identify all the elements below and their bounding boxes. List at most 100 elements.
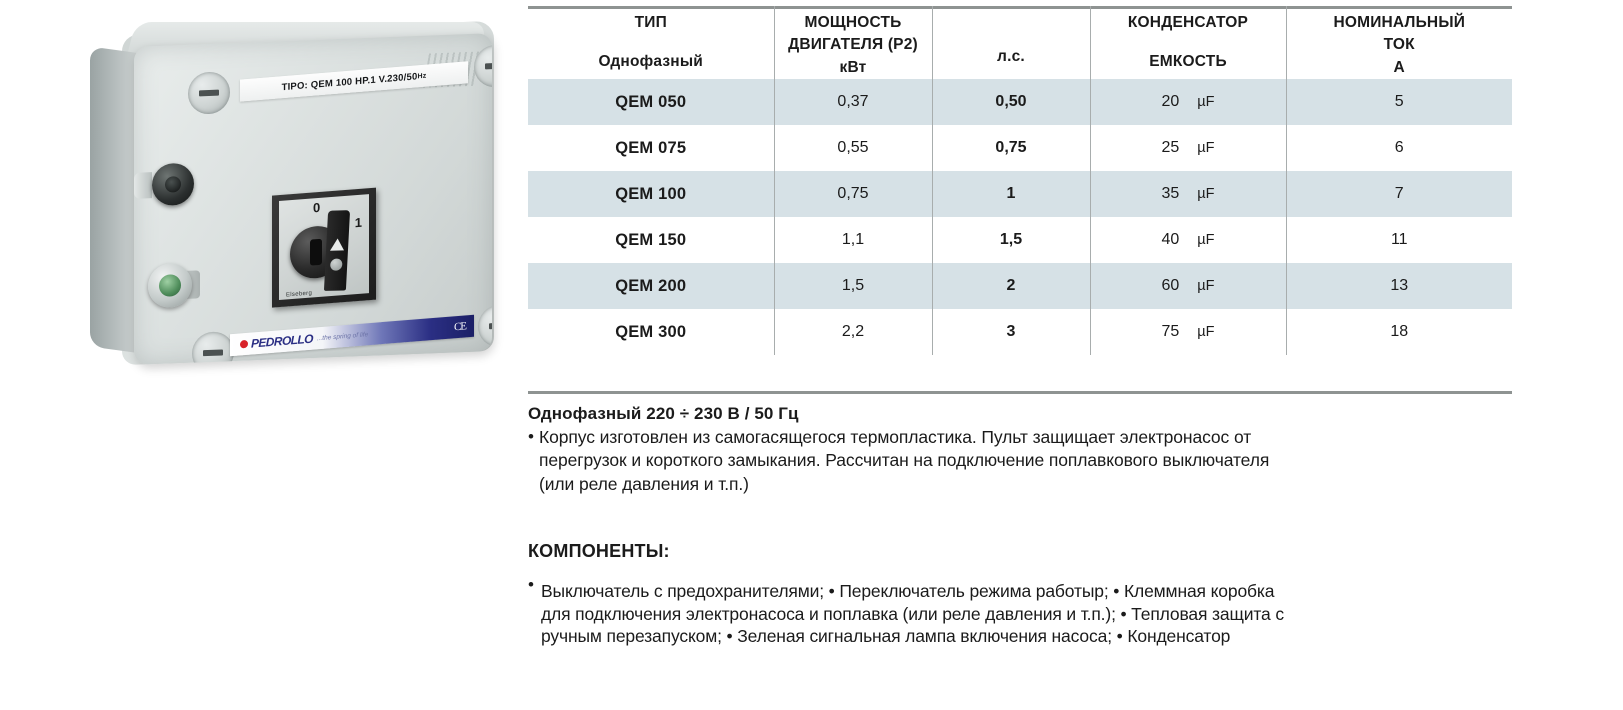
cell-capacitance-unit: µF [1197,324,1215,341]
table-row: QEM 100 0,75 1 35 µF 7 [528,171,1512,218]
cell-current: 6 [1285,125,1512,172]
cell-model: QEM 150 [615,230,687,249]
table-header: ТИП Однофазный МОЩНОСТЬ ДВИГАТЕЛЯ (P2) к… [528,6,1512,80]
cell-power-hp: 0,50 [931,79,1090,126]
pedrollo-logo-icon [240,339,248,349]
cell-capacitance-value: 40 [1161,231,1180,249]
cell-current: 7 [1285,171,1512,218]
table-row: QEM 150 1,1 1,5 40 µF 11 [528,217,1512,264]
cell-power-kw: 1,1 [773,217,932,264]
components-line-2: для подключения электронасоса и поплавка… [541,603,1284,624]
cell-capacitance-unit: µF [1197,140,1215,157]
product-image: TIPO: QEM 100 HP.1 V.230/50 Hz 0 1 Elseb… [0,0,520,400]
cell-power-hp: 1 [931,171,1090,218]
cell-power-kw: 0,55 [773,125,932,172]
cell-model: QEM 300 [615,322,687,341]
type-rating-unit: Hz [417,72,427,80]
components-bullet-icon: • [528,575,534,594]
reset-push-button[interactable] [152,162,194,207]
cell-model: QEM 075 [615,138,687,157]
column-header-type: ТИП Однофазный [528,6,774,79]
column-header-type-sub: Однофазный [598,53,704,71]
table-bottom-rule [528,391,1512,394]
brand-name: PEDROLLO [251,331,313,351]
specification-panel: ТИП Однофазный МОЩНОСТЬ ДВИГАТЕЛЯ (P2) к… [520,0,1623,710]
column-header-power-kw: МОЩНОСТЬ ДВИГАТЕЛЯ (P2) кВт [773,6,932,80]
cell-capacitance-unit: µF [1197,94,1215,111]
notes-body: • Корпус изготовлен из самогасящегося те… [528,426,1538,496]
column-header-unit-kw: кВт [839,58,867,76]
cell-capacitance-unit: µF [1197,278,1215,295]
switch-lever-handle[interactable] [323,210,351,291]
brand-tagline: ...the spring of life [316,330,369,342]
cell-power-hp: 2 [931,263,1090,310]
cell-current: 5 [1285,79,1512,126]
components-line-1: Выключатель с предохранителями; • Перекл… [541,581,1275,601]
column-header-current-line2: ТОК [1383,36,1415,54]
cell-current: 13 [1285,263,1512,310]
column-header-power-hp: л.с. [931,6,1090,80]
type-rating-label: TIPO: QEM 100 HP.1 V.230/50 Hz [240,61,468,102]
ce-mark-icon: CE [453,320,466,334]
cell-capacitance-value: 75 [1161,323,1180,341]
cell-power-kw: 0,37 [773,79,932,126]
cell-capacitance: 40 µF [1089,217,1286,264]
column-header-capacitor-main: КОНДЕНСАТОР [1127,14,1249,31]
components-line-3: ручным перезапуском; • Зеленая сигнальна… [541,626,1231,647]
notes-line-2: перегрузок и короткого замыкания. Рассчи… [539,450,1270,471]
specifications-table: ТИП Однофазный МОЩНОСТЬ ДВИГАТЕЛЯ (P2) к… [528,6,1512,356]
type-rating-text: TIPO: QEM 100 HP.1 V.230/50 [281,70,418,93]
cell-power-kw: 1,5 [773,263,932,310]
cell-power-hp: 3 [931,309,1090,356]
cell-capacitance-value: 25 [1161,139,1180,157]
notes-title: Однофазный 220 ÷ 230 В / 50 Гц [528,404,799,423]
column-header-current-unit: A [1393,58,1405,76]
cell-capacitance-value: 20 [1161,93,1180,111]
table-body: QEM 050 0,37 0,50 20 µF 5 QEM 075 0,55 0,75 25 µF 6… [528,79,1512,356]
rotary-selector-switch[interactable]: 0 1 Elseberg [272,187,376,308]
control-panel-enclosure: TIPO: QEM 100 HP.1 V.230/50 Hz 0 1 Elseb… [88,20,508,370]
column-header-type-main: ТИП [634,14,667,31]
brand-strip: PEDROLLO ...the spring of life CE [230,314,474,357]
cell-power-hp: 0,75 [931,125,1090,172]
cell-model: QEM 100 [528,171,774,218]
cover-screw-bottom-left [192,331,234,365]
cell-capacitance: 20 µF [1089,79,1286,126]
table-row: QEM 050 0,37 0,50 20 µF 5 [528,79,1512,126]
cell-power-kw: 2,2 [773,309,932,356]
green-indicator-lamp [148,262,192,309]
cell-capacitance: 35 µF [1089,171,1286,218]
notes-line-3: (или реле давления и т.п.) [539,473,749,494]
cell-capacitance-value: 60 [1161,277,1180,295]
cell-capacitance-unit: µF [1197,232,1215,249]
column-header-capacitor: КОНДЕНСАТОР ЕМКОСТЬ [1089,6,1286,80]
cell-current: 11 [1285,217,1512,264]
cell-capacitance-unit: µF [1197,186,1215,203]
notes-bullet-icon: • [528,427,534,446]
notes-line-1: Корпус изготовлен из самогасящегося терм… [539,427,1252,447]
cell-power-hp: 1,5 [931,217,1090,264]
cell-current: 18 [1285,309,1512,356]
cell-capacitance: 25 µF [1089,125,1286,172]
switch-position-off-label: 0 [313,199,321,216]
switch-position-on-label: 1 [354,214,362,231]
cell-model: QEM 050 [528,79,774,126]
column-header-power-line1: МОЩНОСТЬ [804,14,902,31]
cable-gland-nub [134,172,152,199]
components-title: КОМПОНЕНТЫ: [528,541,670,561]
table-row: QEM 075 0,55 0,75 25 µF 6 [528,125,1512,172]
cover-screw-bottom-right [478,304,492,348]
cell-capacitance: 60 µF [1089,263,1286,310]
cell-capacitance: 75 µF [1089,309,1286,356]
column-header-capacitor-sub: ЕМКОСТЬ [1149,53,1227,71]
cell-power-kw: 0,75 [773,171,932,218]
components-body: • Выключатель с предохранителями; • Пере… [528,575,1538,648]
enclosure-front-cover: TIPO: QEM 100 HP.1 V.230/50 Hz 0 1 Elseb… [134,33,492,365]
cell-capacitance-value: 35 [1161,185,1180,203]
table-row: QEM 300 2,2 3 75 µF 18 [528,309,1512,356]
table-row: QEM 200 1,5 2 60 µF 13 [528,263,1512,310]
column-header-current: НОМИНАЛЬНЫЙ ТОК A [1285,6,1512,80]
cell-model: QEM 200 [528,263,774,310]
notes-section: Однофазный 220 ÷ 230 В / 50 Гц • Корпус … [528,404,1538,496]
column-header-unit-hp: л.с. [997,48,1025,65]
